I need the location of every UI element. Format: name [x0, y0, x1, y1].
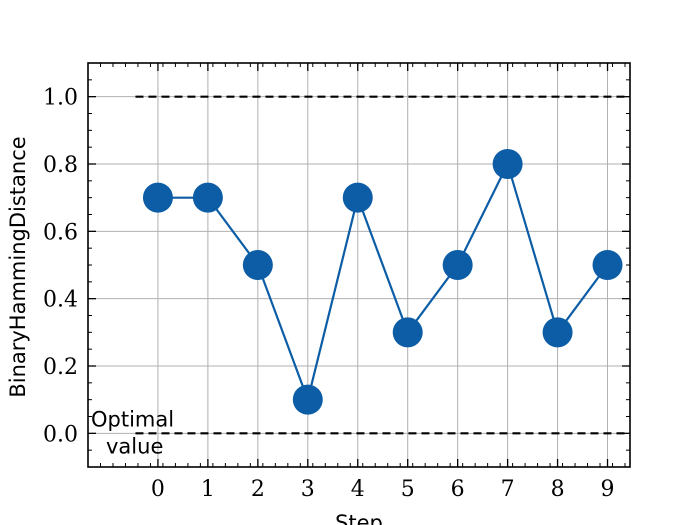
x-tick-label: 1: [201, 477, 215, 502]
annotation-optimal: Optimal: [91, 407, 174, 431]
tick-labels: 0 1 2 3 4 5 6 7 8 9 0.0 0.2 0.4 0.6 0.8 1.0: [43, 86, 615, 502]
data-point: [592, 250, 623, 280]
y-tick-label: 1.0: [43, 86, 78, 111]
axis-ticks: [88, 63, 630, 467]
x-tick-label: 5: [401, 477, 415, 502]
series-line: [157, 160, 609, 404]
annotation-value: value: [106, 434, 163, 458]
data-point: [492, 149, 523, 179]
y-tick-label: 0.2: [43, 355, 78, 380]
x-tick-label: 0: [151, 477, 165, 502]
data-point: [442, 250, 473, 280]
x-tick-label: 6: [451, 477, 465, 502]
x-tick-label: 2: [251, 477, 265, 502]
x-tick-label: 3: [301, 477, 315, 502]
x-axis-label: Step: [335, 511, 383, 525]
data-point: [292, 384, 323, 415]
reference-lines: [135, 95, 630, 435]
x-tick-label: 4: [351, 477, 365, 502]
data-point: [342, 182, 373, 213]
y-tick-label: 0.6: [43, 220, 78, 245]
x-tick-label: 9: [601, 477, 615, 502]
data-point: [142, 182, 173, 213]
data-point: [192, 182, 223, 213]
series: [142, 149, 623, 415]
data-point: [542, 317, 573, 348]
data-point: [392, 317, 423, 348]
x-tick-label: 7: [501, 477, 515, 502]
y-tick-label: 0.0: [43, 422, 78, 447]
x-tick-label: 8: [551, 477, 565, 502]
data-point: [242, 250, 273, 280]
y-axis-label: BinaryHammingDistance: [6, 136, 30, 397]
y-tick-label: 0.4: [43, 288, 78, 313]
y-tick-label: 0.8: [43, 153, 78, 178]
